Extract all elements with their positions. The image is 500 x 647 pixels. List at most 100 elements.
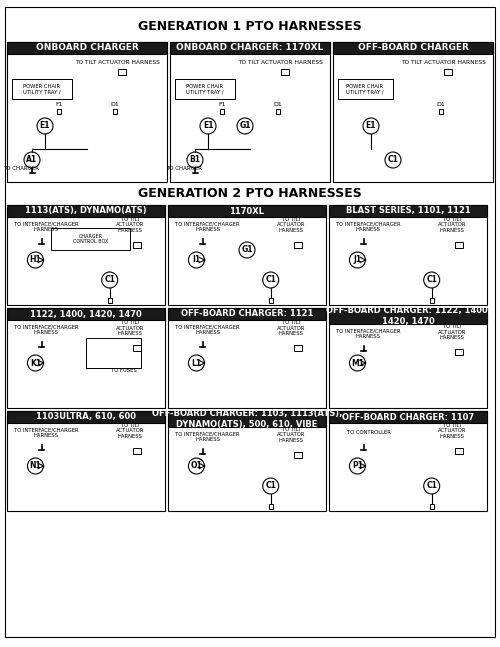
Text: TO TILT
ACTUATOR
HARNESS: TO TILT ACTUATOR HARNESS [116, 320, 144, 336]
Text: TO TILT
ACTUATOR
HARNESS: TO TILT ACTUATOR HARNESS [277, 427, 306, 443]
Text: TO INTERFACE/CHARGER
HARNESS: TO INTERFACE/CHARGER HARNESS [14, 222, 79, 232]
Bar [168, 308, 326, 320]
Text: E1: E1 [203, 122, 213, 131]
Bar [108, 298, 112, 303]
Bar [7, 308, 165, 320]
Text: TO TILT
ACTUATOR
HARNESS: TO TILT ACTUATOR HARNESS [116, 422, 144, 439]
Text: OFF-BOARD CHARGER: 1107: OFF-BOARD CHARGER: 1107 [342, 413, 474, 421]
Bar [113, 109, 117, 113]
Text: J1: J1 [354, 256, 362, 265]
Bar [454, 242, 462, 248]
Bar [276, 109, 280, 113]
Text: TO TILT
ACTUATOR
HARNESS: TO TILT ACTUATOR HARNESS [277, 217, 306, 234]
Text: K1: K1 [30, 358, 41, 367]
Text: C1: C1 [104, 276, 115, 285]
Bar [12, 79, 72, 99]
Bar [7, 205, 165, 305]
Bar [329, 308, 487, 408]
Text: O1: O1 [190, 461, 202, 470]
Text: TO TILT
ACTUATOR
HARNESS: TO TILT ACTUATOR HARNESS [116, 217, 144, 234]
Text: OFF-BOARD CHARGER: 1103, 1113(ATS),
DYNAMO(ATS), 500, 610, VIBE: OFF-BOARD CHARGER: 1103, 1113(ATS), DYNA… [152, 410, 342, 429]
Text: TO TILT ACTUATOR HARNESS: TO TILT ACTUATOR HARNESS [238, 60, 322, 65]
Text: POWER CHAIR
UTILITY TRAY /: POWER CHAIR UTILITY TRAY / [23, 83, 61, 94]
Bar [7, 42, 167, 182]
Bar [430, 298, 434, 303]
Text: I1: I1 [192, 256, 200, 265]
Text: 1122, 1400, 1420, 1470: 1122, 1400, 1420, 1470 [30, 309, 142, 318]
Text: TO TILT
ACTUATOR
HARNESS: TO TILT ACTUATOR HARNESS [277, 320, 306, 336]
Text: C1: C1 [388, 155, 398, 164]
Bar [294, 345, 302, 351]
Text: ONBOARD CHARGER: 1170XL: ONBOARD CHARGER: 1170XL [176, 43, 324, 52]
Bar [329, 411, 487, 423]
Bar [7, 205, 165, 217]
Bar [168, 411, 326, 511]
Bar [168, 308, 326, 408]
Bar [338, 79, 393, 99]
Text: 1113(ATS), DYNAMO(ATS): 1113(ATS), DYNAMO(ATS) [25, 206, 147, 215]
Text: TO CHARGER: TO CHARGER [166, 166, 202, 171]
Text: B1: B1 [190, 155, 200, 164]
Bar [7, 411, 165, 423]
Text: TO TILT
ACTUATOR
HARNESS: TO TILT ACTUATOR HARNESS [438, 422, 466, 439]
Text: TO TILT ACTUATOR HARNESS: TO TILT ACTUATOR HARNESS [74, 60, 160, 65]
Text: G1: G1 [241, 245, 253, 254]
Text: TO INTERFACE/CHARGER
HARNESS: TO INTERFACE/CHARGER HARNESS [336, 222, 401, 232]
Text: TO INTERFACE/CHARGER
HARNESS: TO INTERFACE/CHARGER HARNESS [175, 432, 240, 443]
Bar [175, 79, 235, 99]
Bar [430, 503, 434, 509]
Bar [268, 298, 272, 303]
Bar [51, 228, 130, 250]
Text: TO TILT
ACTUATOR
HARNESS: TO TILT ACTUATOR HARNESS [438, 324, 466, 340]
Bar [57, 109, 61, 113]
Text: D1: D1 [110, 102, 120, 107]
Bar [333, 42, 493, 54]
Bar [294, 452, 302, 458]
Bar [329, 205, 487, 217]
Bar [268, 503, 272, 509]
Text: G1: G1 [240, 122, 251, 131]
Text: BLAST SERIES, 1101, 1121: BLAST SERIES, 1101, 1121 [346, 206, 470, 215]
Bar [168, 205, 326, 305]
Text: E1: E1 [366, 122, 376, 131]
Text: C1: C1 [266, 276, 276, 285]
Bar [439, 109, 443, 113]
Bar [168, 205, 326, 217]
Text: P1: P1 [352, 461, 363, 470]
Text: TO INTERFACE/CHARGER
HARNESS: TO INTERFACE/CHARGER HARNESS [175, 325, 240, 335]
Bar [132, 242, 140, 248]
Text: C1: C1 [266, 481, 276, 490]
Bar [333, 42, 493, 182]
Bar [329, 411, 487, 511]
Text: POWER CHAIR
UTILITY TRAY /: POWER CHAIR UTILITY TRAY / [346, 83, 384, 94]
Text: L1: L1 [192, 358, 202, 367]
Text: OFF-BOARD CHARGER: 1121: OFF-BOARD CHARGER: 1121 [181, 309, 313, 318]
Text: ONBOARD CHARGER: ONBOARD CHARGER [36, 43, 138, 52]
Bar [444, 69, 452, 75]
Text: TO INTERFACE/CHARGER
HARNESS: TO INTERFACE/CHARGER HARNESS [336, 329, 401, 340]
Text: CHARGER
CONTROL BOX: CHARGER CONTROL BOX [73, 234, 108, 245]
Bar [454, 349, 462, 355]
Text: TO TILT
ACTUATOR
HARNESS: TO TILT ACTUATOR HARNESS [438, 217, 466, 234]
Text: TO TILT ACTUATOR HARNESS: TO TILT ACTUATOR HARNESS [400, 60, 486, 65]
Bar [118, 69, 126, 75]
Text: M1: M1 [351, 358, 364, 367]
Bar [168, 411, 326, 427]
Bar [294, 242, 302, 248]
Text: TO CONTROLLER: TO CONTROLLER [346, 430, 391, 435]
Text: E1: E1 [40, 122, 50, 131]
Bar [7, 42, 167, 54]
Text: GENERATION 2 PTO HARNESSES: GENERATION 2 PTO HARNESSES [138, 187, 362, 200]
Text: TO INTERFACE/CHARGER
HARNESS: TO INTERFACE/CHARGER HARNESS [14, 325, 79, 335]
Text: 1170XL: 1170XL [230, 206, 264, 215]
Bar [7, 411, 165, 511]
Bar [170, 42, 330, 182]
Bar [7, 308, 165, 408]
Text: TO FUSES: TO FUSES [111, 367, 136, 373]
Text: D1: D1 [274, 102, 282, 107]
Text: GENERATION 1 PTO HARNESSES: GENERATION 1 PTO HARNESSES [138, 20, 362, 33]
Text: OFF-BOARD CHARGER: OFF-BOARD CHARGER [358, 43, 469, 52]
Text: POWER CHAIR
UTILITY TRAY /: POWER CHAIR UTILITY TRAY / [186, 83, 224, 94]
Bar [454, 448, 462, 454]
Bar [220, 109, 224, 113]
